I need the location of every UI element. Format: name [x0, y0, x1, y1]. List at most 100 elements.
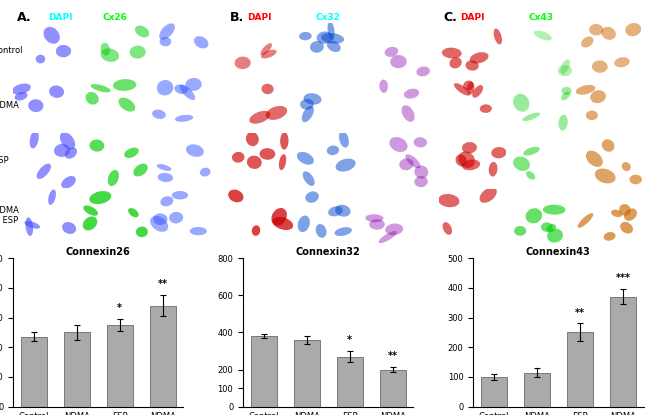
- Ellipse shape: [113, 79, 136, 91]
- Ellipse shape: [124, 148, 139, 158]
- Ellipse shape: [235, 56, 251, 69]
- Ellipse shape: [36, 164, 51, 179]
- Ellipse shape: [526, 208, 542, 223]
- Ellipse shape: [228, 190, 244, 203]
- Bar: [107, 325, 133, 407]
- Ellipse shape: [54, 144, 70, 157]
- Ellipse shape: [321, 33, 344, 44]
- Ellipse shape: [589, 24, 603, 36]
- Bar: [64, 332, 90, 407]
- Ellipse shape: [489, 162, 497, 177]
- Ellipse shape: [523, 147, 540, 156]
- Ellipse shape: [90, 139, 104, 151]
- Ellipse shape: [129, 46, 146, 59]
- Ellipse shape: [153, 213, 168, 225]
- Ellipse shape: [152, 110, 166, 119]
- Ellipse shape: [157, 164, 172, 171]
- Text: ESP: ESP: [0, 156, 8, 165]
- Ellipse shape: [604, 232, 616, 241]
- Text: DAPI: DAPI: [247, 13, 272, 22]
- Text: **: **: [575, 308, 585, 317]
- Ellipse shape: [190, 227, 207, 235]
- Ellipse shape: [620, 222, 633, 234]
- Ellipse shape: [128, 208, 138, 217]
- Ellipse shape: [36, 55, 46, 63]
- Ellipse shape: [90, 84, 110, 92]
- Ellipse shape: [303, 171, 315, 186]
- Ellipse shape: [365, 214, 383, 222]
- Text: **: **: [158, 279, 168, 289]
- Ellipse shape: [462, 159, 480, 170]
- Text: *: *: [347, 335, 352, 345]
- Ellipse shape: [590, 90, 606, 103]
- Ellipse shape: [150, 216, 168, 232]
- Text: ***: ***: [616, 273, 630, 283]
- Ellipse shape: [465, 60, 479, 71]
- Ellipse shape: [61, 176, 76, 188]
- Ellipse shape: [456, 154, 467, 166]
- Ellipse shape: [157, 80, 174, 95]
- Ellipse shape: [415, 166, 428, 178]
- Ellipse shape: [101, 48, 119, 62]
- Bar: [567, 332, 593, 407]
- Ellipse shape: [328, 21, 335, 40]
- Ellipse shape: [547, 229, 563, 243]
- Ellipse shape: [306, 191, 319, 203]
- Bar: [524, 373, 550, 407]
- Ellipse shape: [172, 191, 188, 200]
- Text: NDMA: NDMA: [0, 101, 19, 110]
- Ellipse shape: [49, 85, 64, 98]
- Ellipse shape: [304, 93, 322, 105]
- Ellipse shape: [246, 132, 259, 146]
- Ellipse shape: [250, 111, 270, 124]
- Ellipse shape: [454, 83, 470, 95]
- Ellipse shape: [247, 156, 262, 169]
- Ellipse shape: [200, 168, 211, 176]
- Ellipse shape: [136, 227, 148, 237]
- Ellipse shape: [261, 43, 272, 55]
- Ellipse shape: [44, 27, 60, 44]
- Ellipse shape: [543, 205, 566, 215]
- Ellipse shape: [272, 217, 293, 230]
- Ellipse shape: [561, 92, 570, 100]
- Ellipse shape: [586, 110, 598, 120]
- Ellipse shape: [335, 159, 356, 171]
- Ellipse shape: [327, 41, 341, 52]
- Ellipse shape: [480, 187, 497, 203]
- Ellipse shape: [404, 89, 419, 99]
- Ellipse shape: [186, 144, 204, 157]
- Ellipse shape: [194, 36, 209, 49]
- Ellipse shape: [89, 191, 111, 204]
- Title: Connexin43: Connexin43: [526, 247, 591, 257]
- Ellipse shape: [56, 45, 71, 57]
- Ellipse shape: [592, 60, 608, 73]
- Ellipse shape: [513, 156, 530, 171]
- Ellipse shape: [463, 81, 474, 90]
- Ellipse shape: [252, 225, 260, 236]
- Text: Cx26: Cx26: [103, 13, 128, 22]
- Ellipse shape: [65, 147, 77, 159]
- Ellipse shape: [232, 152, 244, 163]
- Ellipse shape: [180, 85, 195, 100]
- Ellipse shape: [493, 29, 502, 44]
- Ellipse shape: [328, 206, 343, 216]
- Ellipse shape: [83, 217, 98, 230]
- Ellipse shape: [185, 78, 202, 91]
- Ellipse shape: [302, 106, 314, 122]
- Ellipse shape: [369, 219, 385, 230]
- Ellipse shape: [562, 87, 571, 95]
- Bar: [337, 356, 363, 407]
- Ellipse shape: [271, 208, 287, 226]
- Ellipse shape: [174, 84, 188, 94]
- Ellipse shape: [48, 190, 56, 205]
- Text: Merge: Merge: [593, 13, 626, 22]
- Ellipse shape: [523, 112, 540, 121]
- Ellipse shape: [60, 132, 75, 149]
- Ellipse shape: [611, 210, 623, 217]
- Ellipse shape: [86, 92, 99, 105]
- Ellipse shape: [601, 27, 616, 40]
- Ellipse shape: [399, 158, 413, 170]
- Ellipse shape: [578, 213, 593, 228]
- Ellipse shape: [310, 41, 324, 53]
- Ellipse shape: [261, 50, 277, 59]
